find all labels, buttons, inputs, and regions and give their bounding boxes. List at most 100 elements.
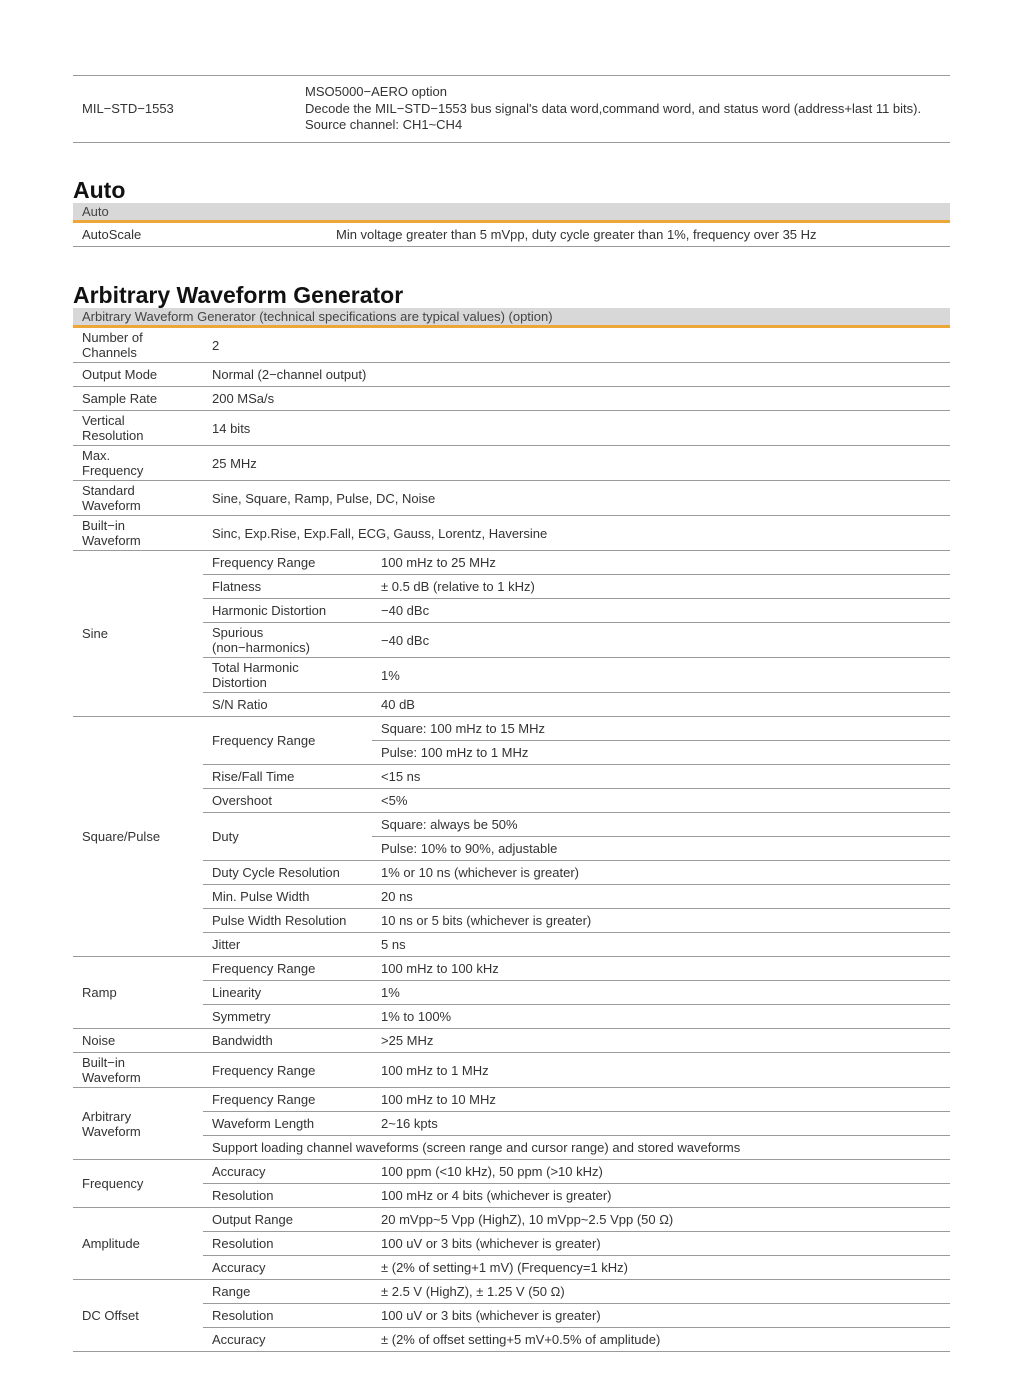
group-label: Built−in Waveform — [73, 1052, 203, 1088]
text: 100 uV or 3 bits (whichever is greater) — [381, 1308, 601, 1323]
text: Frequency Range — [212, 961, 316, 976]
item-name: Accuracy — [203, 1327, 372, 1352]
row: Symmetry 1% to 100% — [73, 1004, 950, 1029]
row: Pulse: 100 mHz to 1 MHz — [73, 740, 950, 765]
row: Amplitude Output Range 20 mVpp~5 Vpp (High… — [73, 1207, 950, 1280]
label: Vertical Resolution — [73, 410, 203, 446]
row: Resolution 100 uV or 3 bits (whichever is… — [73, 1231, 950, 1256]
row: Overshoot <5% — [73, 788, 950, 813]
text: Standard Waveform — [82, 483, 141, 513]
text: Min. Pulse Width — [212, 889, 310, 904]
text: Rise/Fall Time — [212, 769, 295, 784]
item-name: Total Harmonic Distortion — [203, 657, 372, 693]
row: Flatness ± 0.5 dB (relative to 1 kHz) — [73, 574, 950, 599]
text: Overshoot — [212, 793, 272, 808]
text: 1% to 100% — [381, 1009, 452, 1024]
text: −40 dBc — [381, 603, 430, 618]
item-value: <15 ns — [372, 764, 950, 789]
text: 100 mHz to 1 MHz — [381, 1062, 489, 1078]
group-label: Arbitrary Waveform — [73, 1087, 203, 1160]
item-name: Jitter — [203, 932, 372, 957]
text: S/N Ratio — [212, 697, 268, 712]
item-value: 1% or 10 ns (whichever is greater) — [372, 860, 950, 885]
item-value: Square: 100 mHz to 15 MHz — [372, 716, 950, 741]
text: 20 ns — [381, 889, 413, 904]
section-heading: Auto — [73, 177, 126, 203]
item-value: 1% to 100% — [372, 1004, 950, 1029]
text: 100 mHz to 100 kHz — [381, 961, 499, 976]
text: 1% — [381, 985, 400, 1000]
group-label: Noise — [73, 1028, 203, 1053]
group-label: DC Offset — [73, 1279, 203, 1352]
text: Square/Pulse — [82, 829, 161, 844]
text: Frequency Range — [212, 555, 316, 570]
item-name: Frequency Range — [203, 1052, 372, 1088]
text: Arbitrary Waveform — [82, 1108, 141, 1139]
item-value: 20 mVpp~5 Vpp (HighZ), 10 mVpp~2.5 Vpp (… — [372, 1207, 950, 1232]
row: Spurious (non−harmonics) −40 dBc — [73, 622, 950, 658]
group-label: Square/Pulse — [73, 716, 203, 957]
text: 2~16 kpts — [381, 1116, 438, 1131]
row: Number of Channels 2 — [73, 328, 950, 363]
text: Resolution — [212, 1236, 274, 1251]
text: Resolution — [212, 1188, 274, 1203]
text: 100 mHz or 4 bits (whichever is greater) — [381, 1188, 612, 1203]
text: Flatness — [212, 579, 262, 594]
text: Built−in Waveform — [82, 518, 141, 548]
row: Pulse Width Resolution 10 ns or 5 bits (w… — [73, 908, 950, 933]
item-value: Pulse: 100 mHz to 1 MHz — [372, 740, 950, 765]
item-name: Duty Cycle Resolution — [203, 860, 372, 885]
row: Waveform Length 2~16 kpts — [73, 1111, 950, 1136]
text: 100 ppm (<10 kHz), 50 ppm (>10 kHz) — [381, 1164, 603, 1179]
item-value: 100 mHz to 100 kHz — [372, 956, 950, 981]
text: −40 dBc — [381, 632, 430, 648]
text: 25 MHz — [212, 455, 257, 471]
label: Built−in Waveform — [73, 515, 203, 551]
text: 100 uV or 3 bits (whichever is greater) — [381, 1236, 601, 1251]
item-value: 100 uV or 3 bits (whichever is greater) — [372, 1303, 950, 1328]
row: DC Offset Range ± 2.5 V (HighZ), ± 1.25 V … — [73, 1279, 950, 1352]
item-value: −40 dBc — [372, 598, 950, 623]
item-name: Waveform Length — [203, 1111, 372, 1136]
row: Harmonic Distortion −40 dBc — [73, 598, 950, 623]
text: 5 ns — [381, 937, 406, 952]
value: MSO5000−AERO option Decode the MIL−STD−1… — [296, 75, 950, 143]
text: 14 bits — [212, 420, 251, 436]
awg-table: Number of Channels 2 Output Mode Normal (2−… — [73, 328, 950, 1352]
item-name: Resolution — [203, 1303, 372, 1328]
row: Built−in Waveform Frequency Range 100 mHz … — [73, 1052, 950, 1088]
item-value: 2~16 kpts — [372, 1111, 950, 1136]
value: Sine, Square, Ramp, Pulse, DC, Noise — [203, 480, 950, 516]
section-heading: Arbitrary Waveform Generator — [73, 282, 404, 308]
text: Output Mode — [82, 367, 158, 382]
row: Total Harmonic Distortion 1% — [73, 657, 950, 693]
text: Built−in Waveform — [82, 1055, 141, 1085]
item-name: Accuracy — [203, 1255, 372, 1280]
text: Total Harmonic Distortion — [212, 660, 299, 690]
text: 20 mVpp~5 Vpp (HighZ), 10 mVpp~2.5 Vpp (… — [381, 1212, 674, 1227]
label: AutoScale — [73, 223, 327, 247]
text: Accuracy — [212, 1164, 266, 1179]
text: Spurious (non−harmonics) — [212, 625, 310, 655]
document: MIL−STD−1553 MSO5000−AERO option Decode … — [73, 75, 950, 1352]
item-value: ± (2% of offset setting+5 mV+0.5% of amp… — [372, 1327, 950, 1352]
row: Square/Pulse Frequency Range Square: 100 m… — [73, 716, 950, 957]
text: Pulse: 100 mHz to 1 MHz — [381, 745, 529, 760]
row: Min. Pulse Width 20 ns — [73, 884, 950, 909]
text: Duty Cycle Resolution — [212, 865, 340, 880]
item-value: ± 2.5 V (HighZ), ± 1.25 V (50 Ω) — [372, 1279, 950, 1304]
row: Arbitrary Waveform Frequency Range 100 mHz… — [73, 1087, 950, 1160]
bus-decode-table: MIL−STD−1553 MSO5000−AERO option Decode … — [73, 75, 950, 143]
row: Support loading channel waveforms (scree… — [73, 1135, 950, 1160]
text: Vertical Resolution — [82, 413, 144, 443]
text: <15 ns — [381, 769, 421, 784]
line: MSO5000−AERO option — [305, 84, 447, 100]
label: Output Mode — [73, 362, 203, 387]
row: Frequency Accuracy 100 ppm (<10 kHz), 50 p… — [73, 1159, 950, 1208]
item-value: Pulse: 10% to 90%, adjustable — [372, 836, 950, 861]
item-name: Symmetry — [203, 1004, 372, 1029]
item-value: 100 mHz to 10 MHz — [372, 1087, 950, 1112]
item-name: Frequency Range — [203, 1087, 372, 1112]
row: Sample Rate 200 MSa/s — [73, 386, 950, 411]
